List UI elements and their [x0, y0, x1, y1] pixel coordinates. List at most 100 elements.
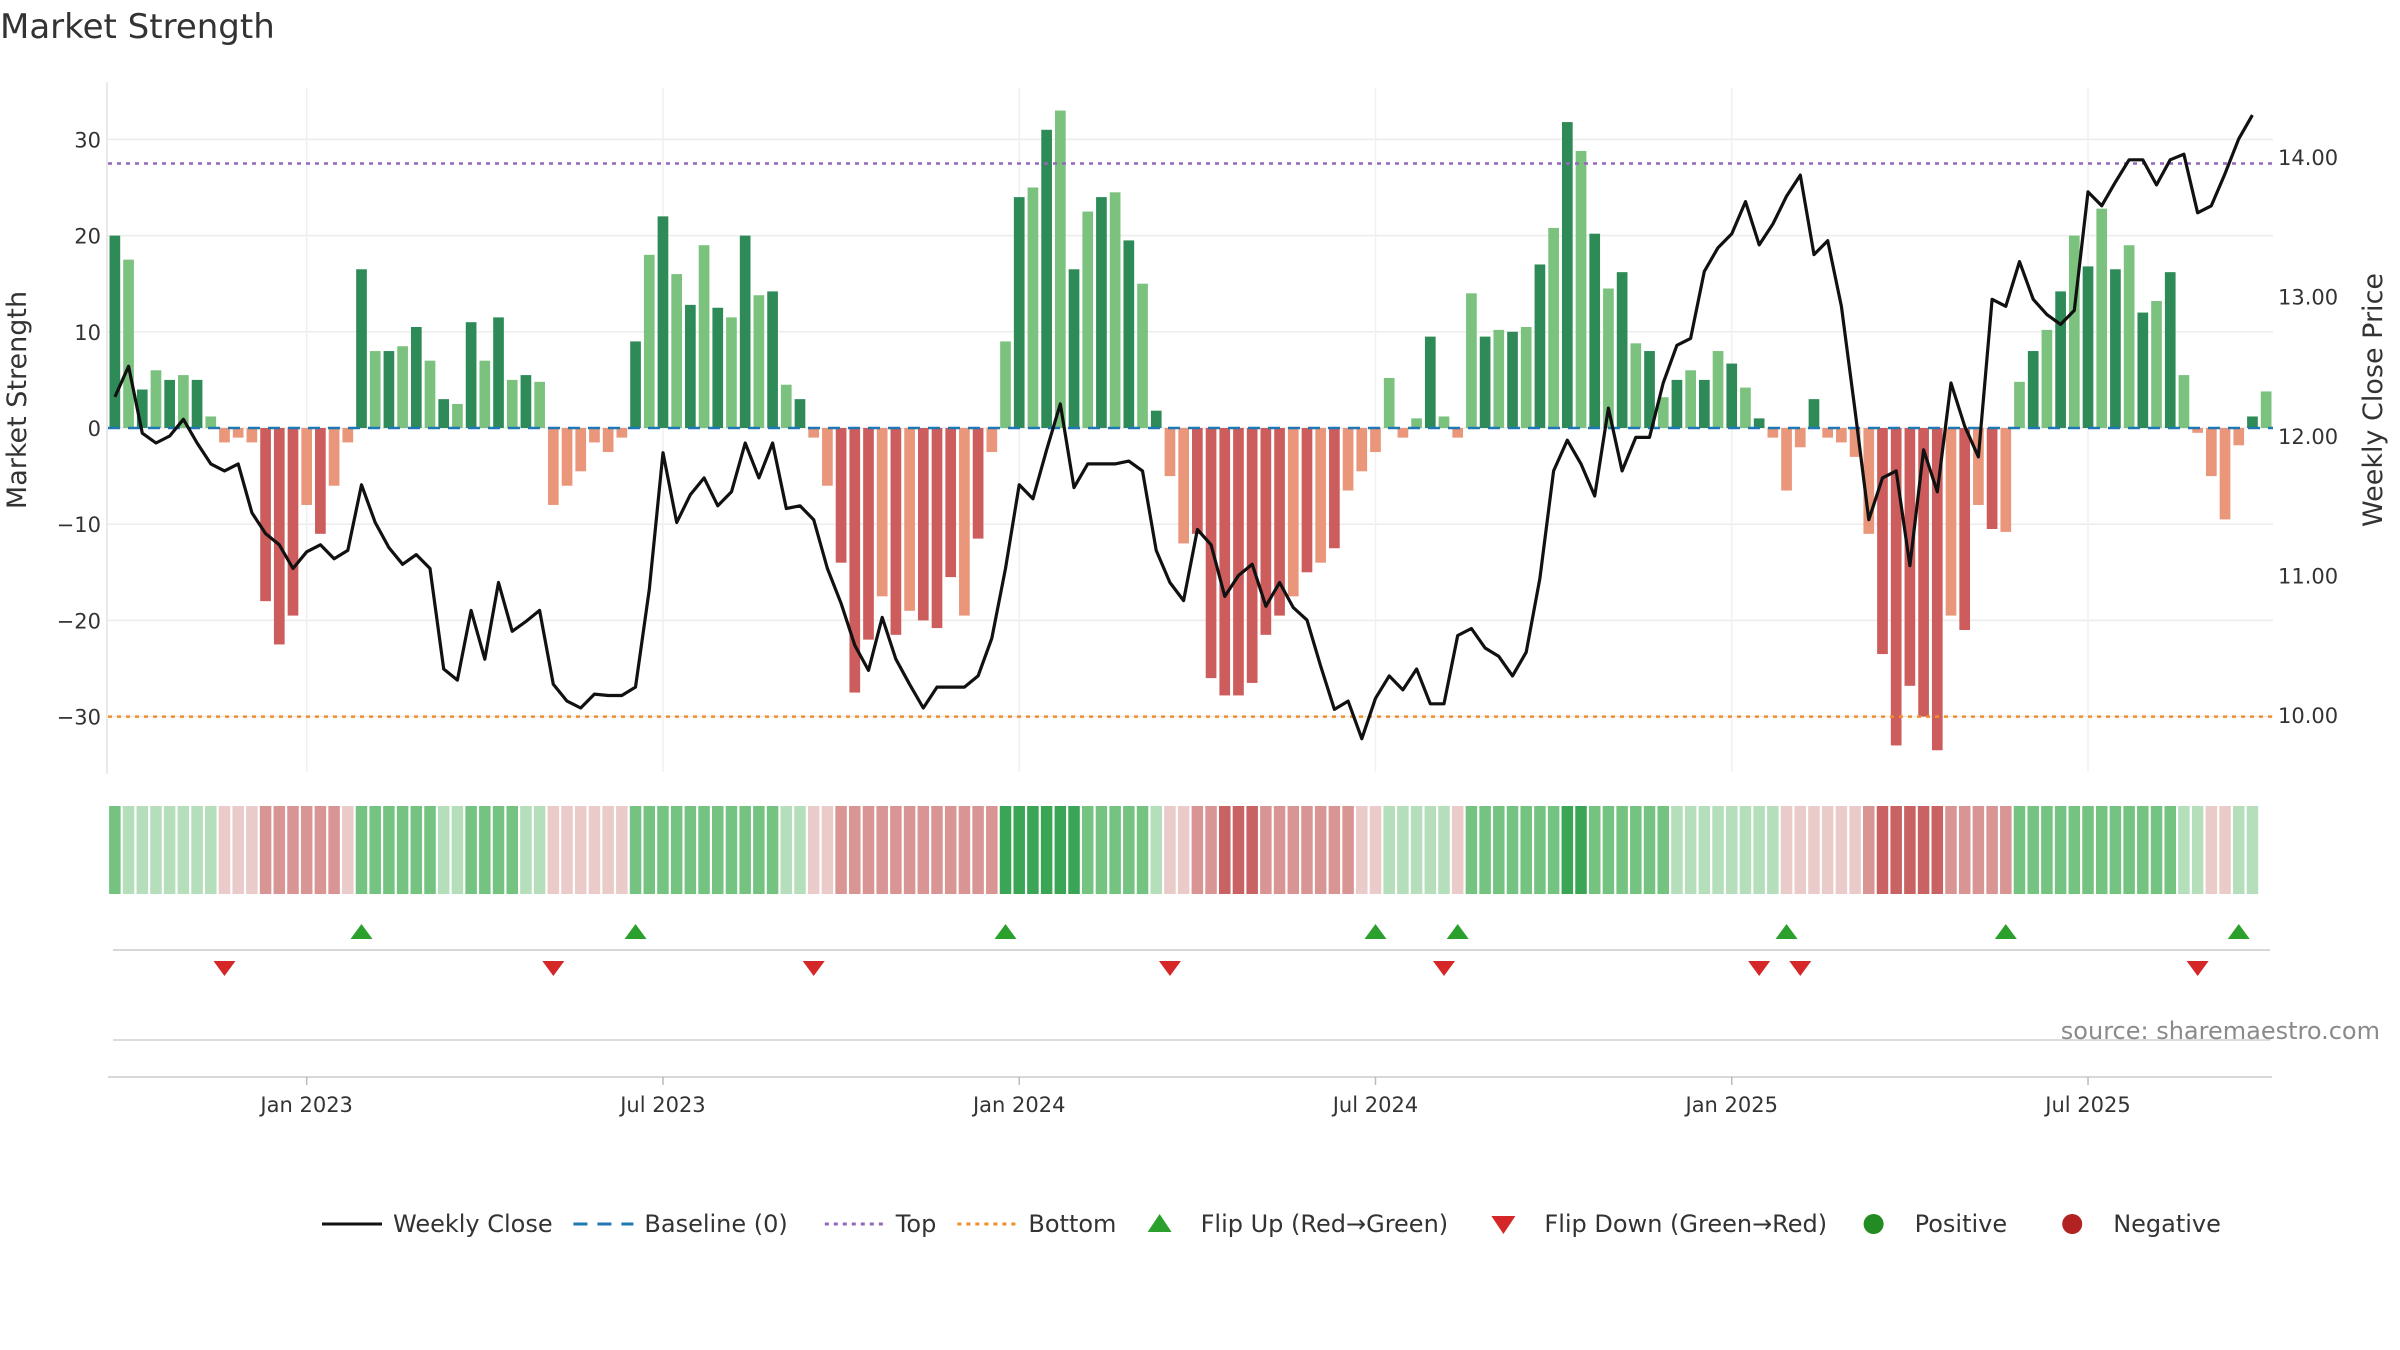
regime-cell — [1588, 806, 1601, 894]
strength-bar — [917, 428, 929, 621]
strength-bar — [1397, 428, 1409, 438]
regime-cell — [355, 806, 368, 894]
left-tick-label: 20 — [74, 225, 101, 249]
strength-bar — [863, 428, 874, 640]
legend-label: Positive — [1915, 1210, 2008, 1238]
flip-down-marker — [542, 961, 565, 976]
strength-bar — [1466, 293, 1477, 428]
regime-cell — [479, 806, 491, 894]
strength-bar — [2055, 291, 2066, 428]
regime-cell — [1438, 806, 1450, 894]
strength-bar — [219, 428, 230, 443]
regime-cell — [972, 806, 984, 894]
regime-cell — [1451, 806, 1464, 894]
strength-bar — [1507, 331, 1518, 428]
strength-bar — [1164, 428, 1176, 477]
regime-cell — [1821, 806, 1834, 894]
strength-bar — [260, 428, 271, 602]
strength-bar — [1205, 428, 1217, 679]
regime-cell — [1068, 806, 1080, 894]
strength-bar — [1096, 197, 1107, 428]
strength-bar — [822, 428, 833, 486]
strength-bar — [534, 381, 545, 428]
strength-bar — [1863, 428, 1875, 534]
reference-lines — [108, 162, 2273, 718]
strength-bar — [1781, 428, 1792, 491]
x-tick-label: Jul 2025 — [2043, 1093, 2130, 1117]
regime-cell — [2137, 806, 2149, 894]
strength-bar — [1233, 428, 1244, 696]
strength-bar — [1836, 428, 1847, 443]
strength-bar — [424, 360, 436, 428]
strength-bar — [1589, 233, 1601, 428]
regime-cell — [465, 806, 477, 894]
strength-bar — [1260, 428, 1272, 635]
regime-cell — [1081, 806, 1094, 894]
regime-cell — [163, 806, 176, 894]
chart-title: Market Strength — [0, 7, 275, 47]
regime-cell — [1219, 806, 1231, 894]
flip-down-marker — [2186, 961, 2209, 976]
strength-bar — [1986, 428, 1998, 530]
strength-bar — [205, 416, 217, 428]
regime-cell — [670, 806, 683, 894]
regime-cell — [369, 806, 381, 894]
strength-bar — [589, 428, 600, 443]
regime-cell — [1712, 806, 1724, 894]
regime-cell — [1684, 806, 1697, 894]
regime-cell — [1040, 806, 1053, 894]
strength-bar — [1109, 192, 1121, 428]
flip-markers — [113, 924, 2270, 976]
left-tick-label: 10 — [74, 321, 101, 345]
strength-bar — [1849, 428, 1861, 457]
right-tick-label: 13.00 — [2278, 286, 2338, 310]
strength-bar — [835, 428, 847, 563]
regime-cell — [218, 806, 231, 894]
regime-cell — [150, 806, 162, 894]
regime-cell — [629, 806, 642, 894]
regime-cell — [1013, 806, 1025, 894]
regime-cell — [492, 806, 505, 894]
strength-bar — [1137, 283, 1148, 428]
regime-cell — [739, 806, 751, 894]
regime-cell — [1287, 806, 1300, 894]
regime-cell — [383, 806, 395, 894]
flip-down-marker — [1789, 961, 1812, 976]
regime-cell — [2041, 806, 2053, 894]
strength-bar — [1712, 351, 1724, 428]
regime-cell — [396, 806, 409, 894]
strength-bar — [685, 304, 696, 428]
flip-up-marker — [994, 924, 1017, 939]
strength-bar — [1329, 428, 1340, 549]
strength-bar — [1150, 410, 1162, 428]
regime-cell — [1177, 806, 1190, 894]
regime-cell — [2178, 806, 2190, 894]
strength-bar — [397, 346, 408, 428]
right-tick-label: 10.00 — [2278, 704, 2338, 728]
regime-cell — [1602, 806, 1615, 894]
strength-bar — [904, 428, 915, 611]
regime-cell — [1054, 806, 1067, 894]
legend: Weekly Close Baseline (0) Top Bottom Flip Up… — [322, 1210, 2221, 1238]
strength-bar — [739, 235, 751, 428]
regime-cell — [1917, 806, 1930, 894]
regime-cell — [1397, 806, 1409, 894]
x-tick-label: Jan 2023 — [258, 1093, 353, 1117]
strength-bar — [2123, 245, 2135, 428]
regime-cell — [314, 806, 327, 894]
regime-cell — [986, 806, 998, 894]
strength-bar — [178, 375, 189, 428]
regime-cell — [246, 806, 258, 894]
regime-cell — [2095, 806, 2108, 894]
strength-bar — [1013, 197, 1025, 428]
strength-bar — [1699, 379, 1710, 428]
regime-cell — [1520, 806, 1532, 894]
strength-bar — [1726, 363, 1738, 428]
legend-item: Baseline (0) — [573, 1210, 788, 1238]
regime-cell — [2013, 806, 2026, 894]
legend-label: Flip Down (Green→Red) — [1544, 1210, 1827, 1238]
strength-bar — [616, 428, 628, 438]
strength-bar — [1877, 428, 1888, 655]
regime-cell — [849, 806, 861, 894]
